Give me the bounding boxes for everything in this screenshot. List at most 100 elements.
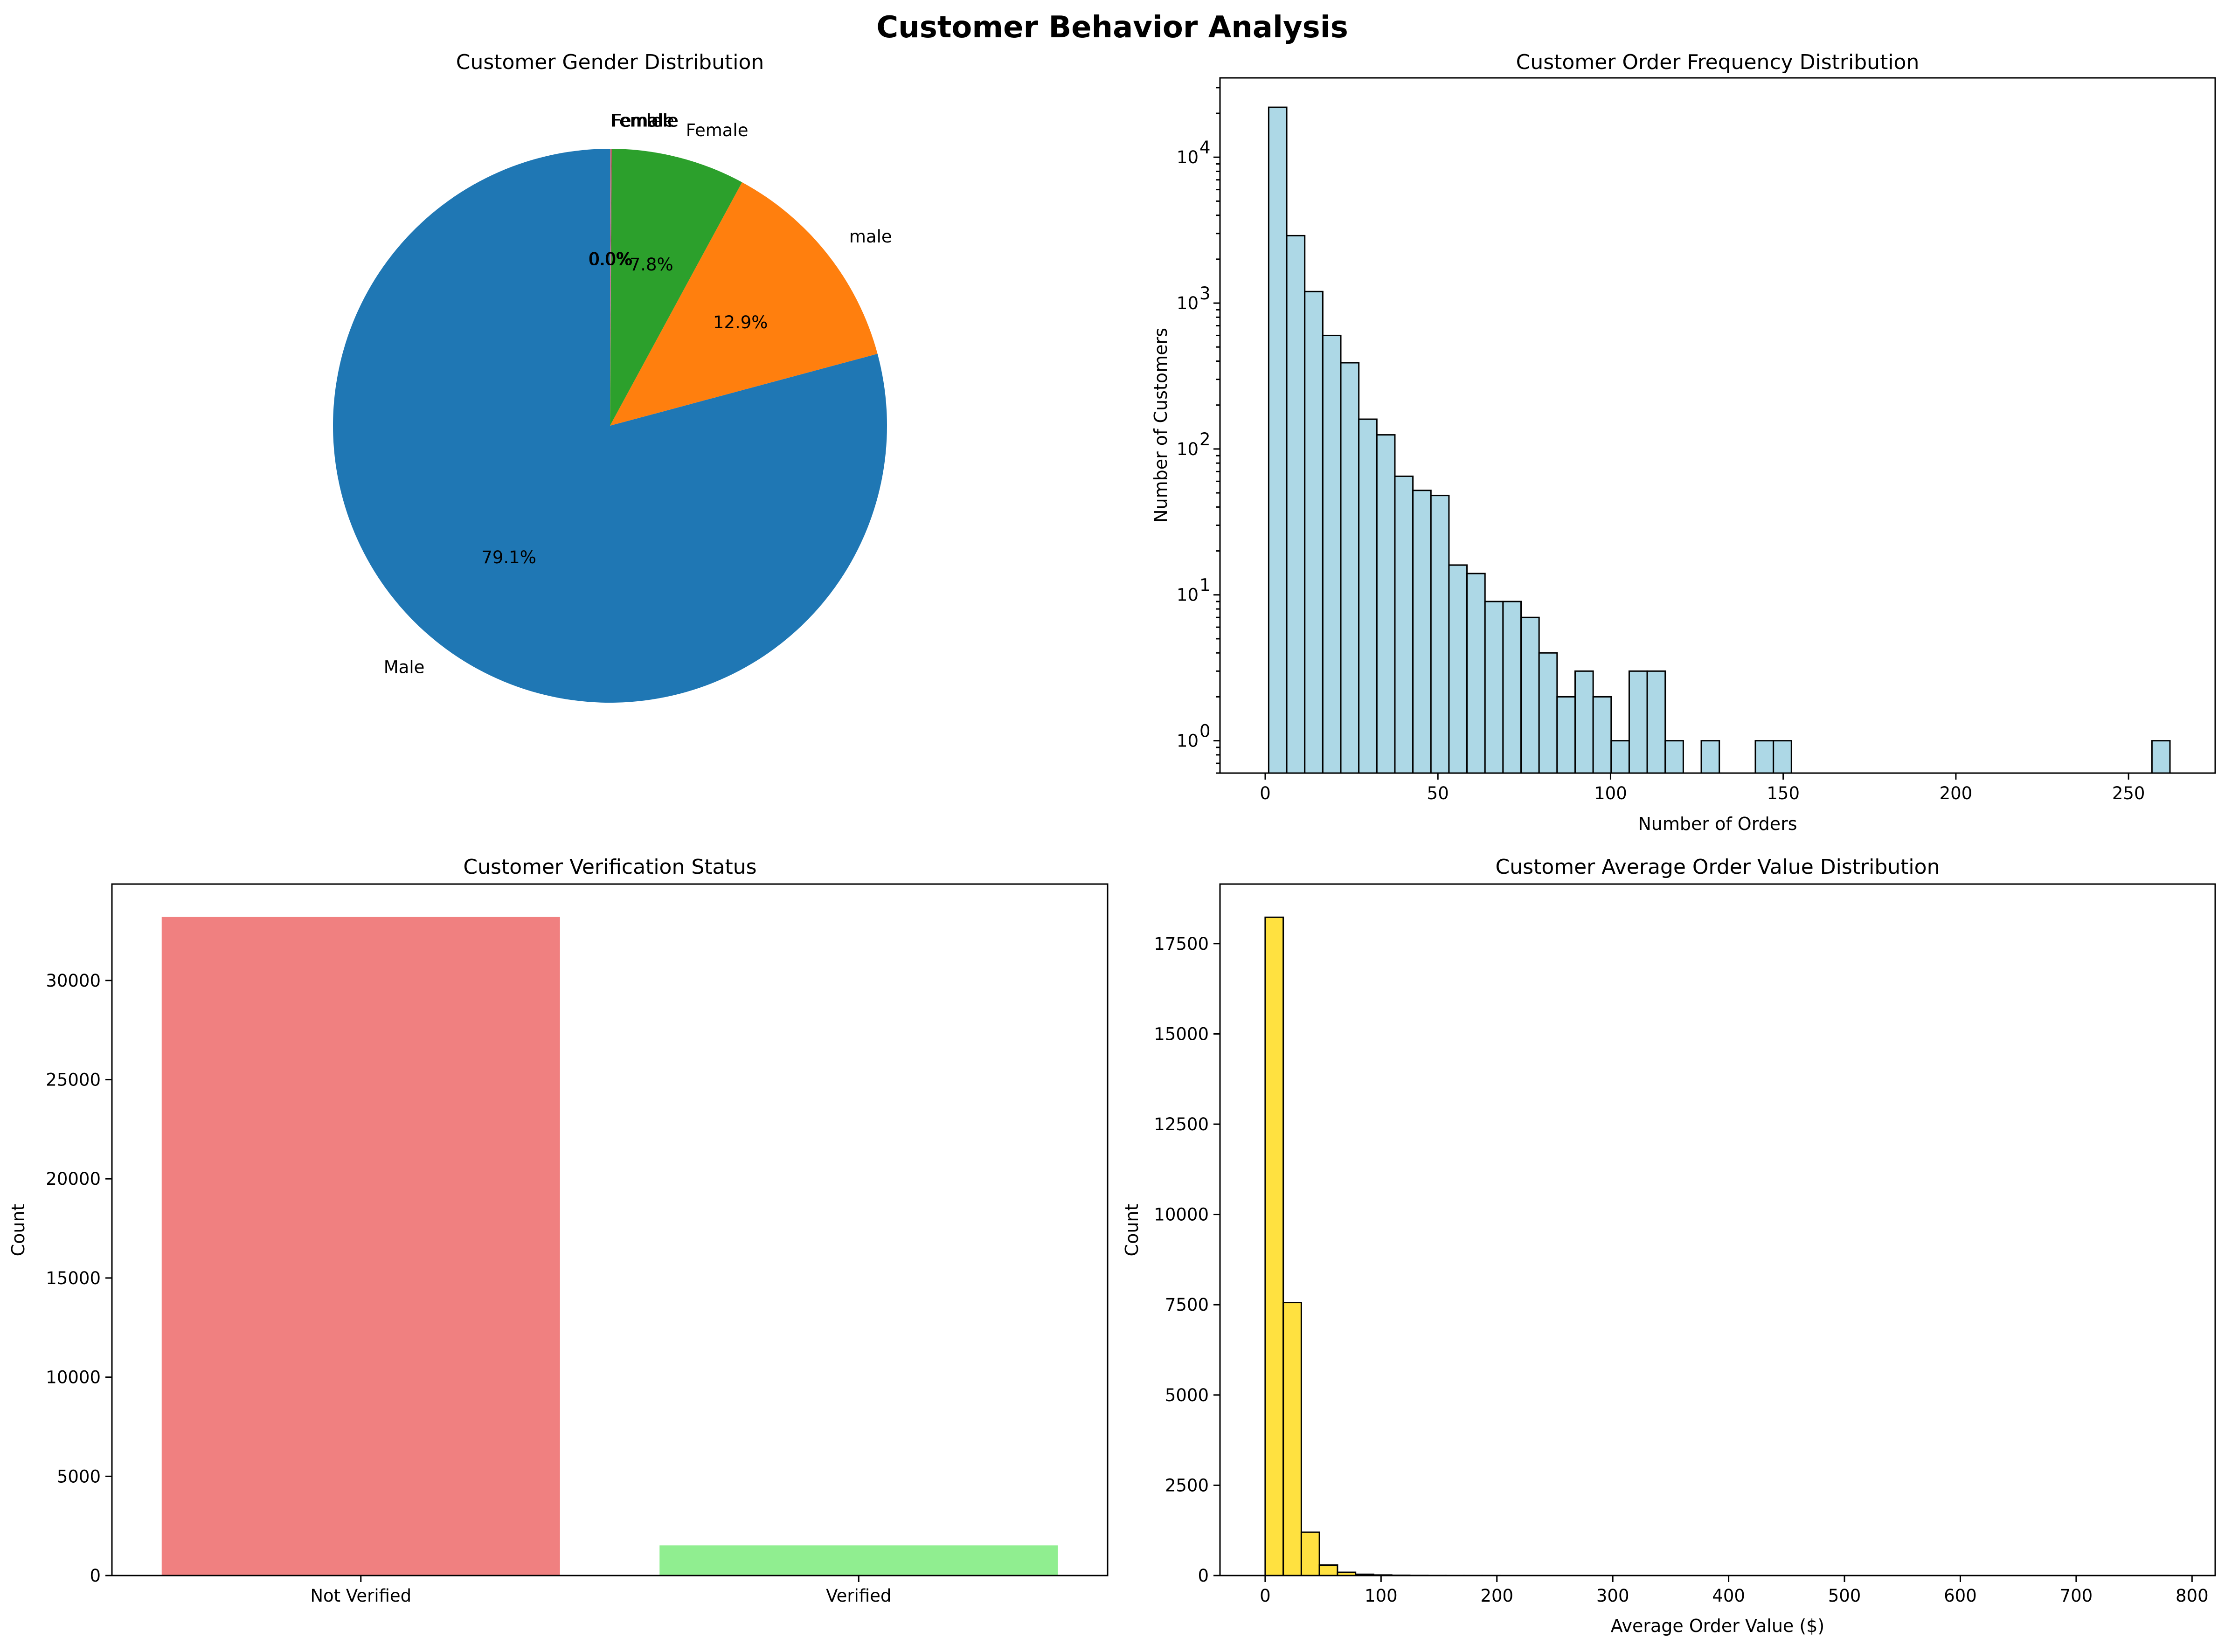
- order-frequency-ylabel: Number of Customers: [1151, 328, 1171, 523]
- y-tick-label: 7500: [1165, 1295, 1209, 1315]
- x-tick-label: 300: [1596, 1586, 1629, 1606]
- y-tick-label: 10000: [1154, 1205, 1209, 1225]
- y-tick-label: 2500: [1165, 1475, 1209, 1495]
- pie-labels: Male 79.1% male 12.9% Female 7.8% Female 0.0% Fe…: [384, 111, 892, 677]
- verification-bars: [161, 917, 1058, 1576]
- histogram-bar: [1340, 362, 1360, 774]
- histogram-bar: [1376, 434, 1396, 774]
- pie-percent-label: 79.1%: [481, 547, 536, 567]
- pie-slice-label: male: [849, 227, 892, 247]
- pie-percent-label: 0.0%: [588, 249, 632, 270]
- histogram-bar: [1628, 670, 1648, 774]
- histogram-bar: [1268, 106, 1288, 774]
- y-tick-label: 30000: [46, 971, 101, 991]
- gender-pie-panel: Customer Gender Distribution Male 79.1% ma…: [333, 50, 892, 703]
- histogram-bar: [1664, 740, 1684, 774]
- pie-percent-label: 12.9%: [713, 312, 768, 332]
- pie-slice-label: Male: [384, 657, 425, 677]
- y-tick-label: 10: [1177, 293, 1199, 313]
- order-value-panel: Customer Average Order Value Distributio…: [1122, 855, 2216, 1636]
- pie-slice-label: Female: [612, 111, 674, 131]
- histogram-bar: [1282, 1302, 1302, 1576]
- y-tick-label: 0: [90, 1566, 101, 1586]
- histogram-bar: [1430, 495, 1450, 774]
- figure-title: Customer Behavior Analysis: [876, 10, 1348, 45]
- x-tick-label: 0: [1260, 783, 1271, 803]
- x-tick-label: 200: [1940, 783, 1973, 803]
- y-tick-label: 15000: [1154, 1024, 1209, 1044]
- histogram-bar: [1394, 475, 1414, 774]
- verification-ylabel: Count: [8, 1204, 28, 1257]
- verification-axes-frame: [111, 883, 1109, 1576]
- y-tick-label: 5000: [57, 1466, 101, 1486]
- pie-percent-label: 0.0%: [589, 249, 633, 270]
- histogram-bar: [1574, 670, 1594, 774]
- histogram-bar: [1304, 290, 1324, 774]
- pie-slice: [610, 149, 742, 426]
- y-tick-label: 10: [1177, 439, 1199, 459]
- x-tick-label: 200: [1480, 1586, 1513, 1606]
- y-tick-label: 25000: [46, 1070, 101, 1090]
- histogram-bar: [1448, 564, 1468, 774]
- histogram-bar: [1264, 916, 1284, 1576]
- pie-slice-label: Female: [686, 120, 749, 140]
- y-tick-label: 10: [1177, 147, 1199, 167]
- x-tick-label: 400: [1712, 1586, 1745, 1606]
- histogram-bar: [1520, 616, 1540, 774]
- order-value-title: Customer Average Order Value Distributio…: [1496, 855, 1940, 879]
- histogram-bar: [1358, 418, 1378, 774]
- x-tick-label: Not Verified: [310, 1586, 411, 1606]
- y-tick-exponent: 3: [1199, 283, 1211, 304]
- order-value-ylabel: Count: [1122, 1204, 1142, 1257]
- histogram-bar: [1592, 696, 1612, 774]
- y-tick-exponent: 2: [1199, 429, 1211, 449]
- x-tick-label: 150: [1767, 783, 1800, 803]
- histogram-bar: [1484, 601, 1504, 774]
- order-value-xlabel: Average Order Value ($): [1611, 1616, 1824, 1636]
- order-frequency-panel: Customer Order Frequency Distribution 0 5…: [1151, 50, 2216, 834]
- order-frequency-title: Customer Order Frequency Distribution: [1516, 50, 1920, 74]
- verification-panel: Customer Verification Status Not Verifie…: [8, 855, 1109, 1606]
- y-tick-label: 12500: [1154, 1114, 1209, 1134]
- histogram-bar: [1610, 740, 1630, 774]
- pie-slice: [610, 149, 611, 426]
- pie-slices: [333, 148, 887, 703]
- y-tick-label: 5000: [1165, 1385, 1209, 1405]
- histogram-bar: [1502, 601, 1522, 774]
- verification-title: Customer Verification Status: [463, 855, 756, 879]
- order-value-bars: [1264, 916, 2170, 1576]
- pie-slice-label: Femaile: [611, 111, 679, 131]
- order-value-ticks: 0 100 200 300 400 500 600 700 800 0 2500 5000 7500 10…: [1154, 934, 2208, 1606]
- y-tick-label: 10: [1177, 585, 1199, 605]
- order-value-axes-frame: [1219, 883, 2216, 1576]
- pie-slice: [610, 148, 611, 426]
- x-tick-label: 50: [1427, 783, 1449, 803]
- histogram-bar: [1538, 652, 1558, 774]
- y-tick-exponent: 0: [1199, 721, 1211, 741]
- pie-slice: [333, 149, 887, 703]
- histogram-bar: [1773, 740, 1792, 774]
- x-tick-label: 600: [1944, 1586, 1977, 1606]
- verification-bar: [161, 917, 560, 1576]
- histogram-bar: [1646, 670, 1666, 774]
- histogram-bar: [1300, 1531, 1320, 1576]
- y-tick-exponent: 4: [1199, 138, 1211, 158]
- verification-bar: [659, 1545, 1058, 1576]
- order-frequency-axes-frame: [1219, 77, 2216, 774]
- order-frequency-bars: [1268, 106, 2171, 774]
- pie-slice-label: Fe: [611, 111, 631, 131]
- y-tick-label: 17500: [1154, 934, 1209, 954]
- y-tick-label: 0: [1198, 1566, 1209, 1586]
- histogram-bar: [1700, 740, 1720, 774]
- x-tick-label: 250: [2112, 783, 2145, 803]
- verification-ticks: Not Verified Verified 0 5000 10000 15000 20000…: [46, 971, 891, 1606]
- y-tick-label: 20000: [46, 1169, 101, 1189]
- y-tick-label: 10: [1177, 731, 1199, 751]
- x-tick-label: 500: [1828, 1586, 1861, 1606]
- pie-percent-label: 0.0%: [589, 249, 633, 270]
- order-frequency-xlabel: Number of Orders: [1638, 814, 1797, 834]
- histogram-bar: [1322, 334, 1342, 774]
- histogram-bar: [1318, 1564, 1338, 1576]
